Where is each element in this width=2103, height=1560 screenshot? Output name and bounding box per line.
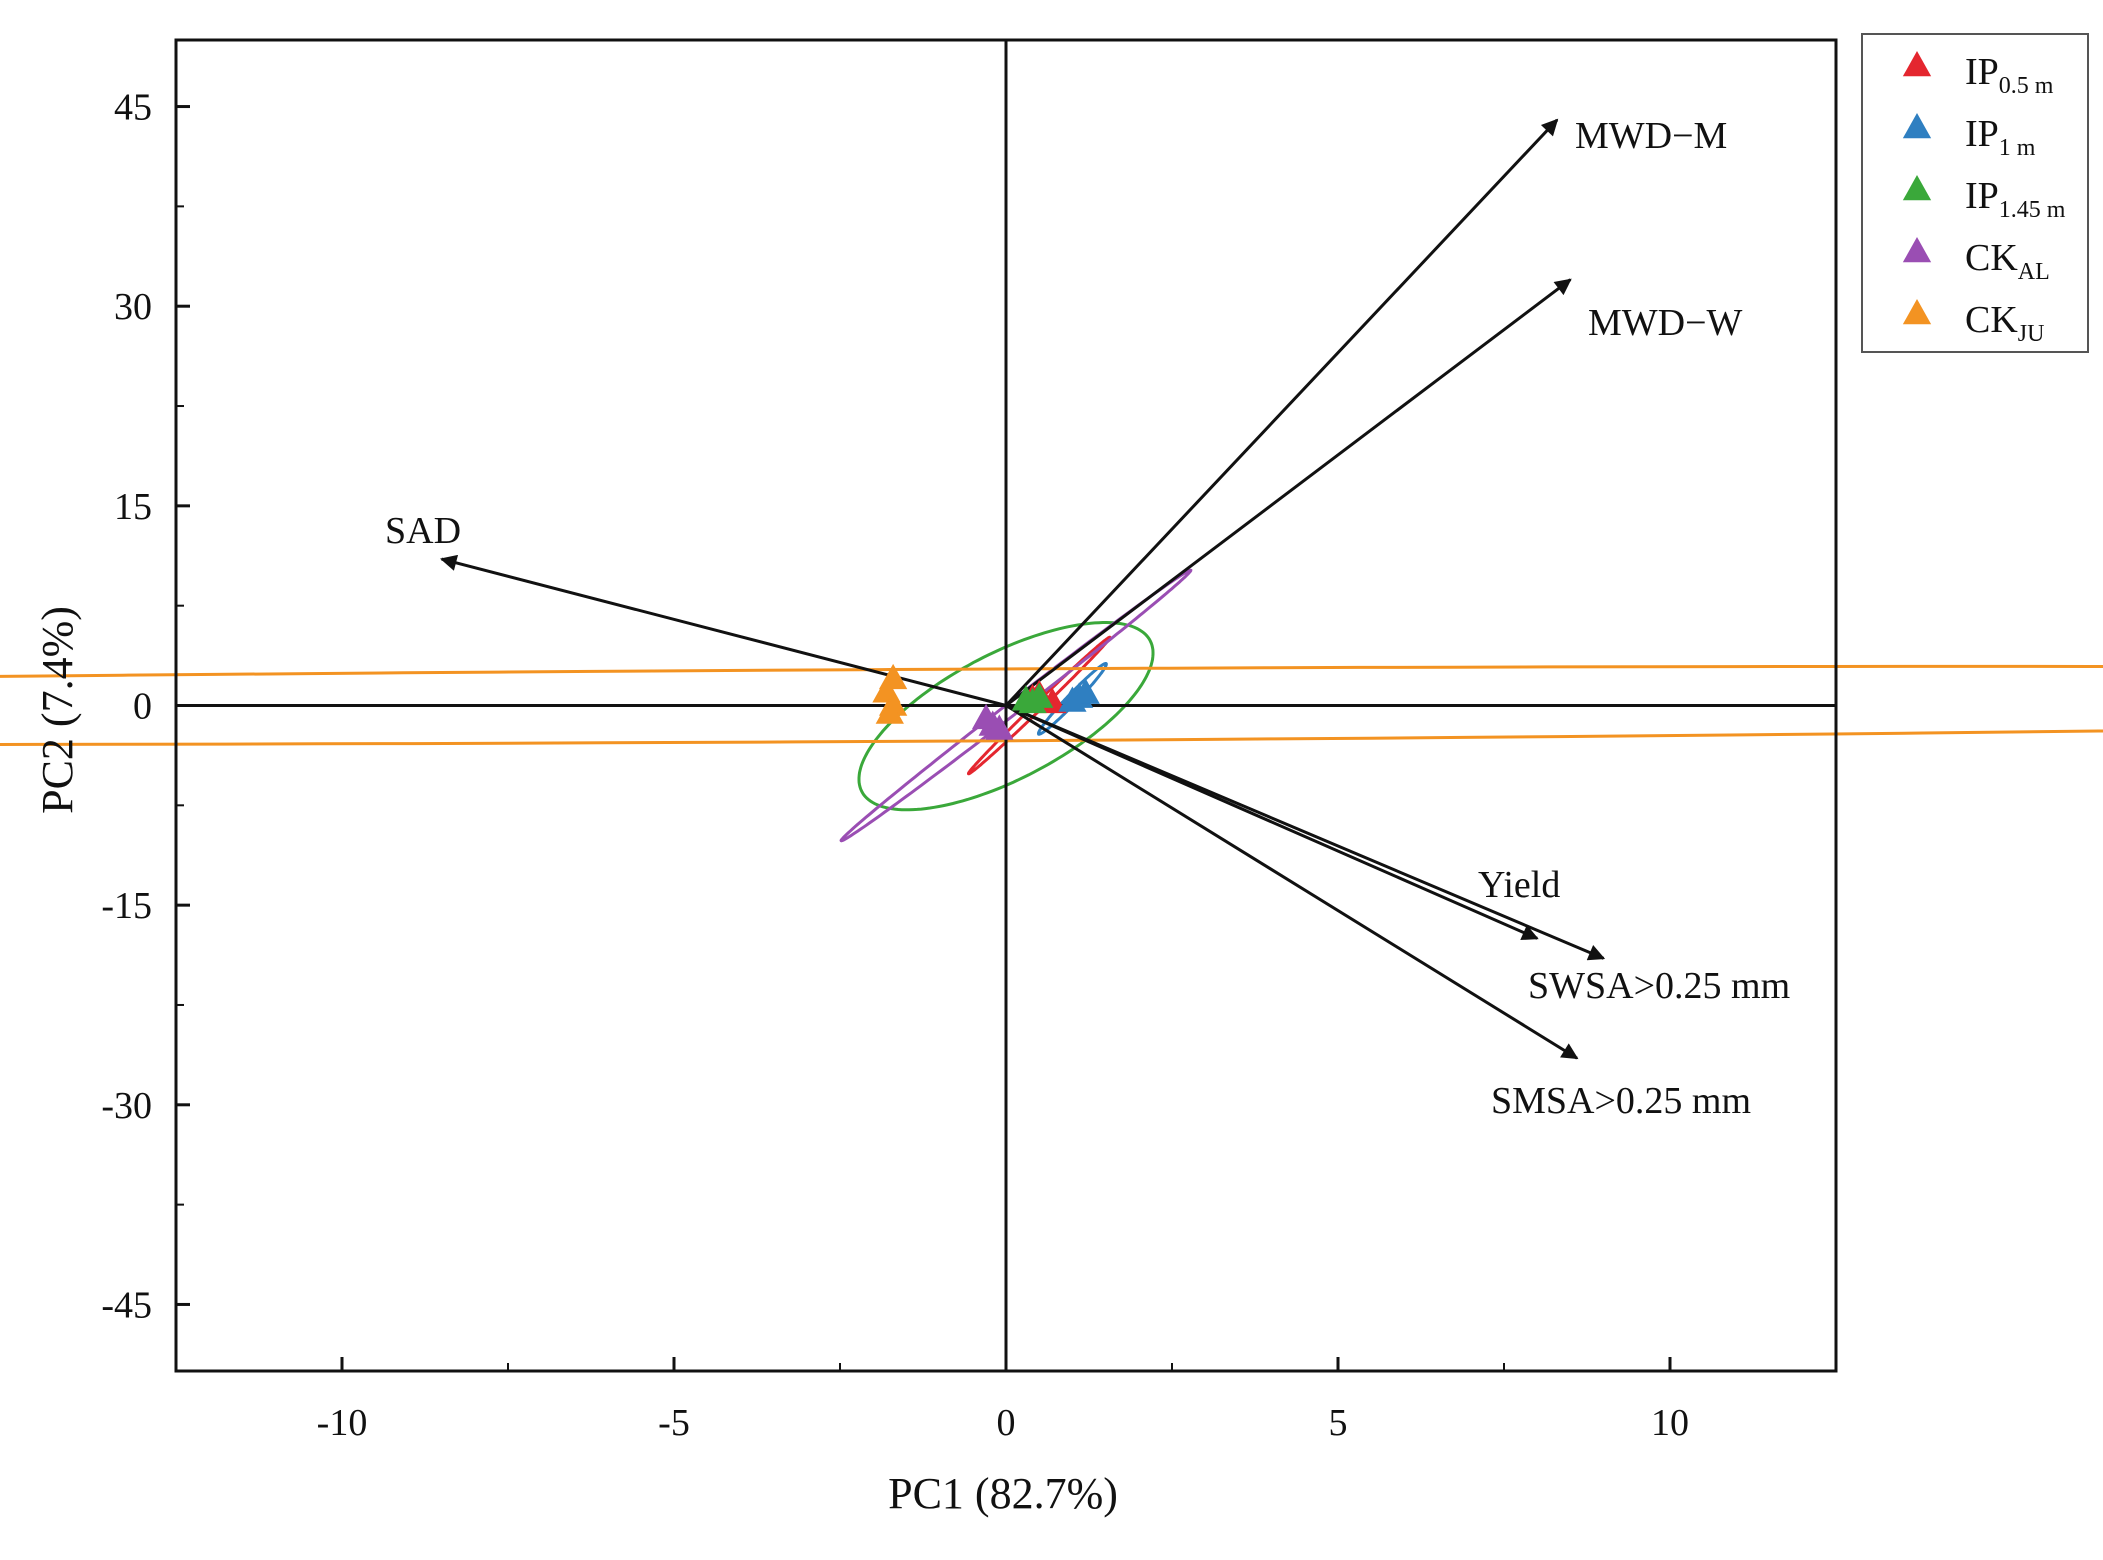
loading-arrow [1005, 704, 1579, 1060]
y-tick-label: -15 [101, 885, 152, 927]
y-tick-label: 45 [114, 87, 152, 129]
x-tick-label: 5 [1329, 1402, 1348, 1444]
legend-label: IP0.5 m [1965, 51, 2054, 99]
loading-label: Yield [1478, 864, 1560, 906]
loading-arrow [1004, 118, 1559, 707]
loading-arrow [1005, 704, 1606, 961]
y-tick-label: 0 [133, 686, 152, 728]
legend: IP0.5 m IP1 m IP1.45 m CKAL CKJU [1861, 33, 2089, 353]
ellipse-ip-1m [1037, 662, 1108, 736]
y-tick-label: 30 [114, 286, 152, 328]
score-points [872, 663, 1100, 740]
legend-marker [1902, 112, 1932, 139]
score-point [1071, 678, 1100, 704]
legend-marker [1902, 298, 1932, 325]
legend-box [1861, 33, 2089, 353]
score-point [985, 714, 1014, 740]
legend-label: CKAL [1965, 237, 2050, 285]
legend-marker [1902, 174, 1932, 201]
score-point [1058, 686, 1087, 712]
x-tick-label: -5 [658, 1402, 690, 1444]
loading-label: MWD−W [1588, 302, 1743, 344]
x-tick-label: 0 [997, 1402, 1016, 1444]
y-axis: -45 -30 -15 0 15 30 45 [101, 87, 190, 1326]
loading-arrow [1005, 278, 1572, 707]
legend-label: IP1 m [1965, 113, 2036, 161]
y-tick-label: -45 [101, 1284, 152, 1326]
loading-arrow [440, 554, 1007, 707]
ellipse-ip-145m [857, 621, 1155, 812]
score-point [875, 698, 904, 724]
loading-label: SWSA>0.25 mm [1528, 965, 1790, 1007]
y-axis-title: PC2 (7.4%) [33, 606, 82, 814]
score-point [1018, 687, 1047, 714]
x-tick-label: 10 [1651, 1402, 1689, 1444]
x-axis-title: PC1 (82.7%) [888, 1469, 1118, 1518]
loading-label: MWD−M [1575, 115, 1727, 157]
score-point [971, 703, 1001, 730]
legend-label: CKJU [1965, 299, 2044, 347]
loading-label: SAD [385, 510, 461, 552]
y-tick-label: 15 [114, 486, 152, 528]
legend-marker [1902, 50, 1932, 77]
x-tick-label: -10 [317, 1402, 368, 1444]
loading-arrows: MWD−M MWD−W SAD Yield SWSA>0.25 mm SMSA>0.25 … [385, 115, 1790, 1122]
x-axis: -10 -5 0 5 10 [175, 1357, 1837, 1444]
y-tick-label: -30 [101, 1085, 152, 1127]
legend-label: IP1.45 m [1965, 175, 2066, 223]
legend-marker [1902, 236, 1932, 263]
loading-label: SMSA>0.25 mm [1491, 1080, 1751, 1122]
